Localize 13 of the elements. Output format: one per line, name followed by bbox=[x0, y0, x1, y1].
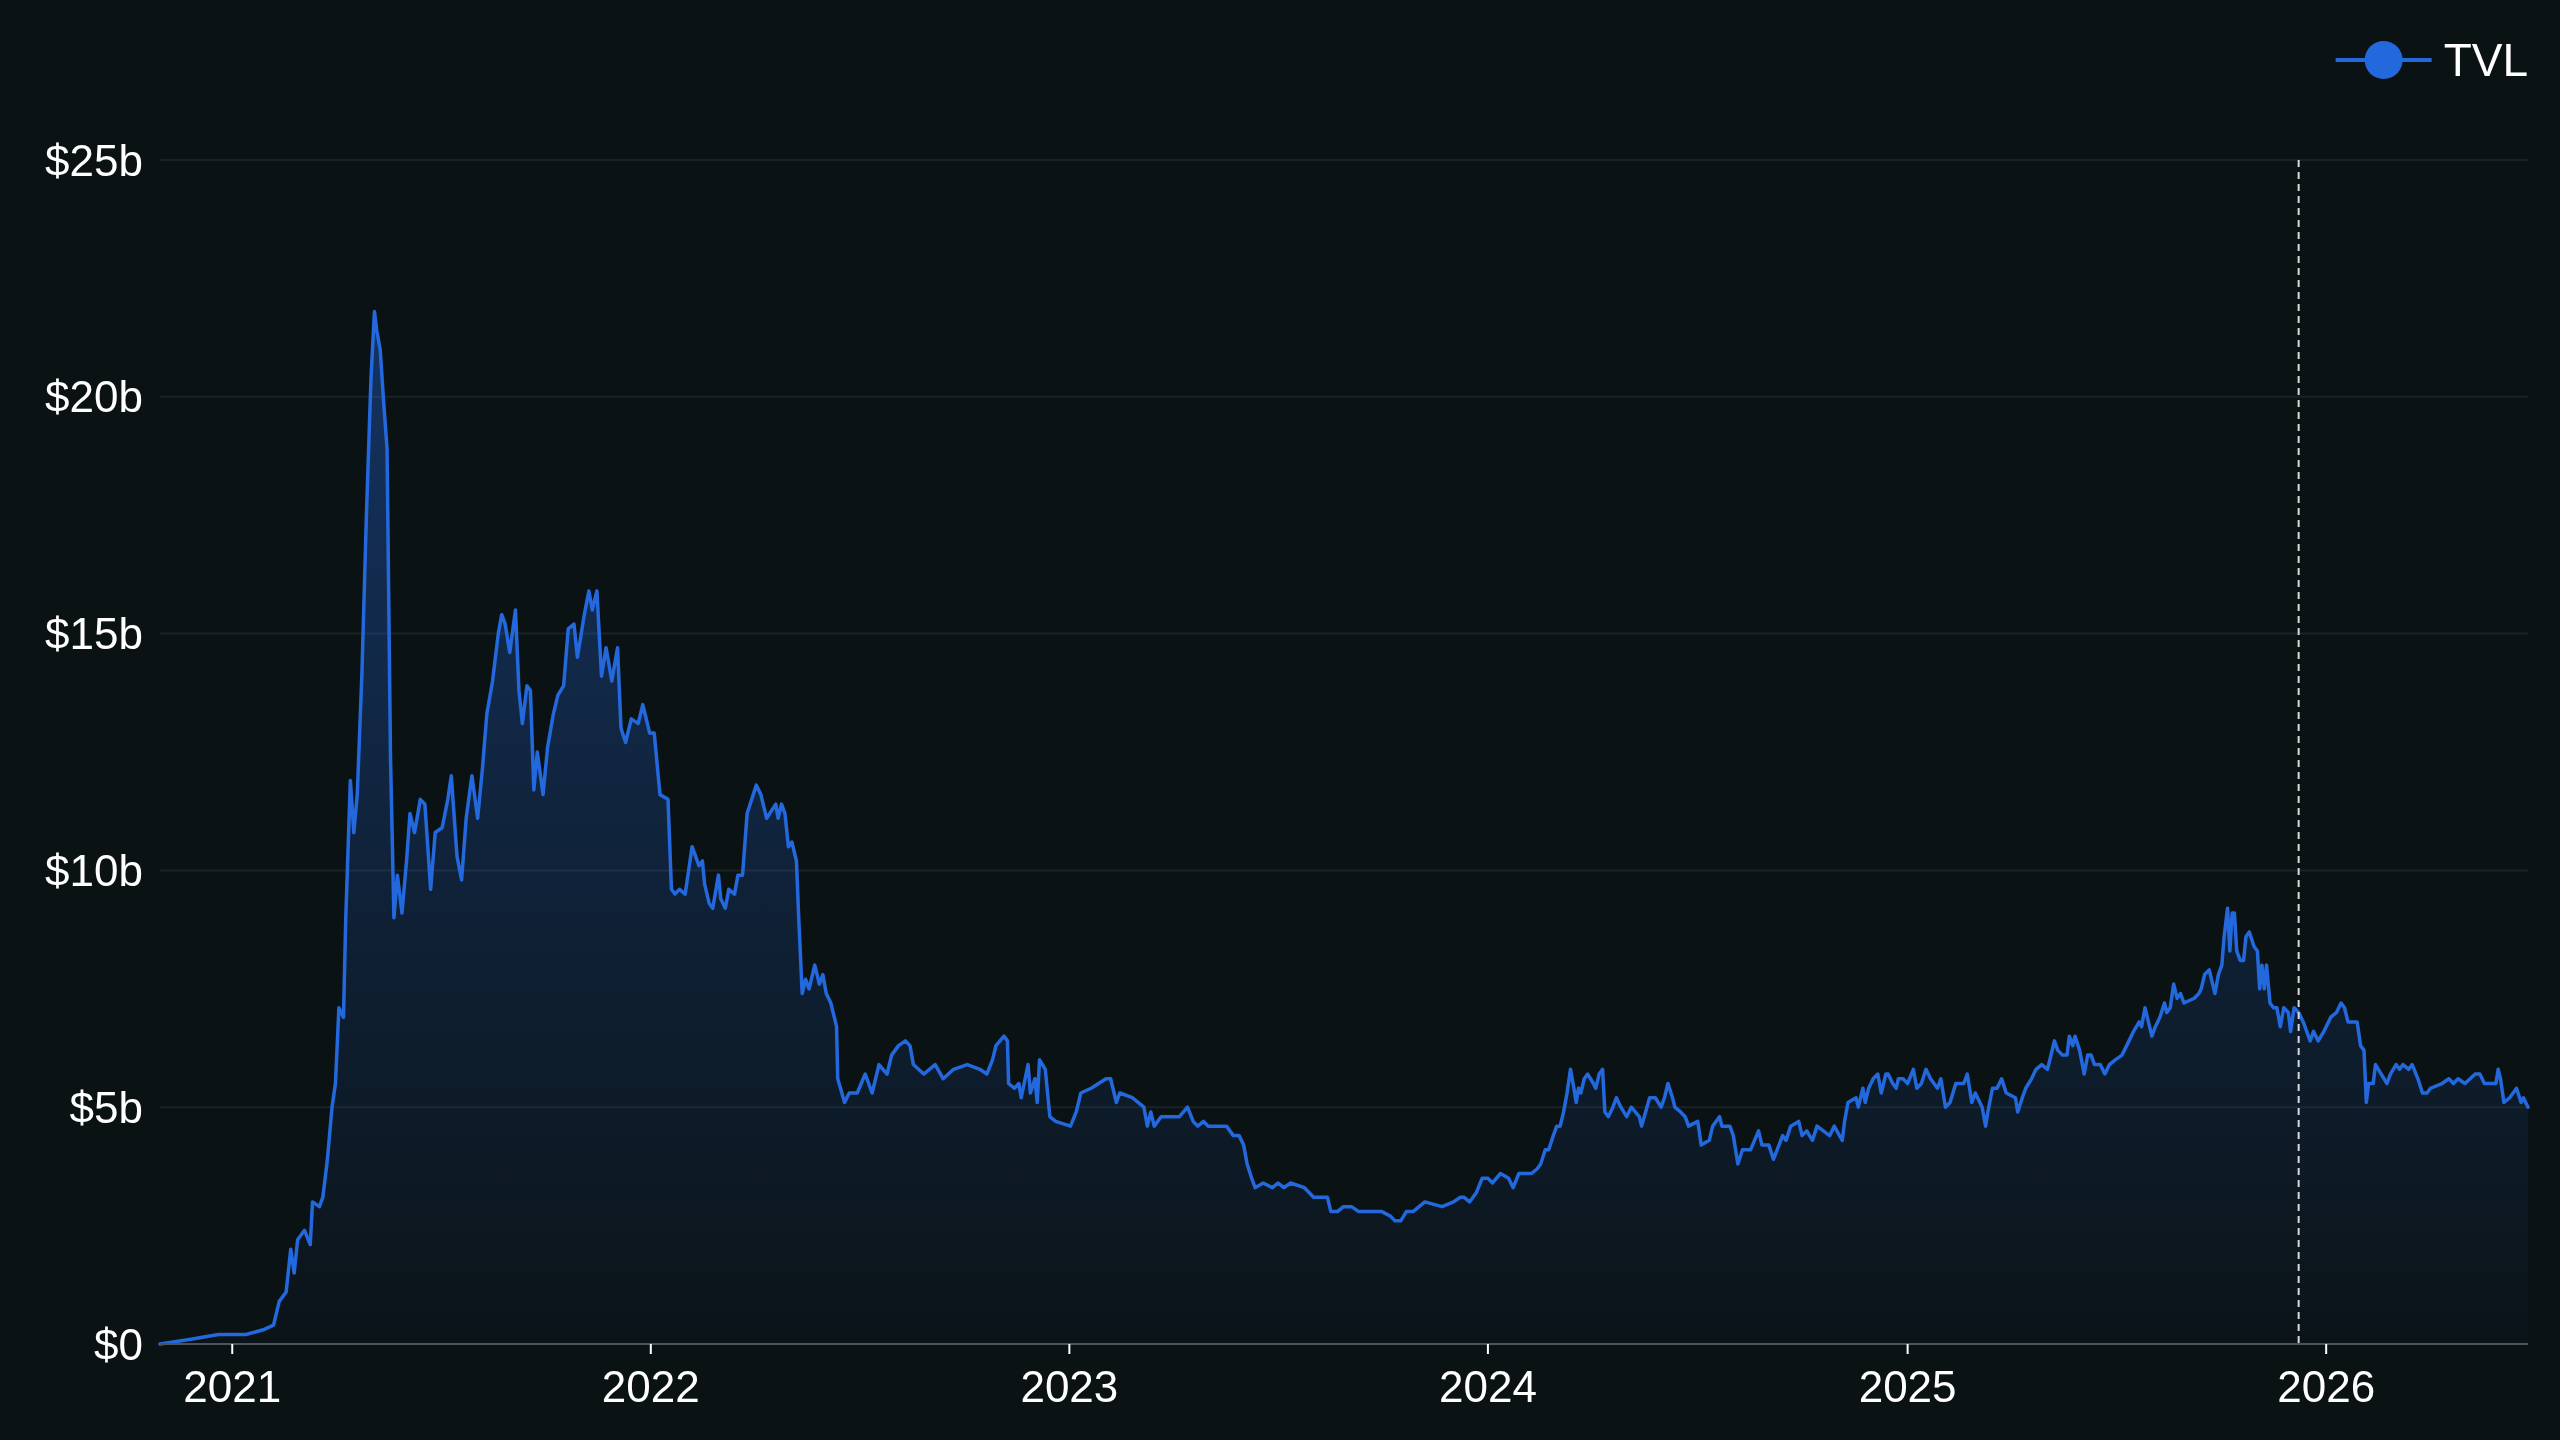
y-tick-label: $10b bbox=[45, 845, 143, 895]
x-tick-label: 2025 bbox=[1858, 1361, 1957, 1411]
x-tick-label: 2026 bbox=[2277, 1361, 2376, 1411]
y-tick-label: $5b bbox=[69, 1082, 143, 1132]
x-tick-label: 2023 bbox=[1020, 1361, 1119, 1411]
y-tick-label: $0 bbox=[94, 1319, 143, 1369]
x-tick-label: 2024 bbox=[1438, 1361, 1537, 1411]
y-tick-label: $15b bbox=[45, 609, 143, 659]
x-tick-label: 2021 bbox=[183, 1361, 282, 1411]
y-tick-label: $25b bbox=[45, 135, 143, 185]
x-tick-label: 2022 bbox=[601, 1361, 700, 1411]
y-tick-label: $20b bbox=[45, 372, 143, 422]
legend-label: TVL bbox=[2443, 34, 2529, 86]
